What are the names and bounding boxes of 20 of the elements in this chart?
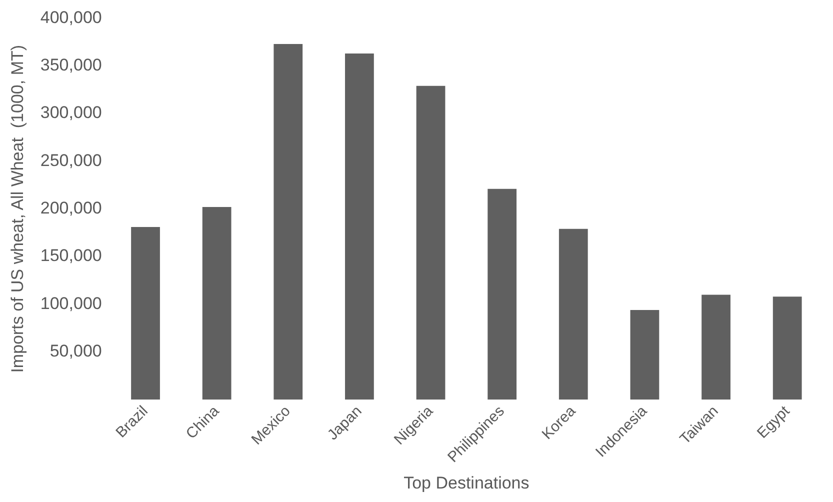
- y-tick-label: 250,000: [40, 150, 102, 170]
- bar: [558, 228, 588, 400]
- bar: [772, 296, 802, 400]
- bar: [131, 227, 160, 400]
- y-tick-label: 300,000: [40, 103, 102, 122]
- y-axis-title: Imports of US wheat, All Wheat (1000, MT): [8, 44, 27, 373]
- bar: [488, 188, 517, 400]
- y-tick-label: 150,000: [40, 246, 102, 266]
- bar: [202, 206, 232, 400]
- x-axis-title: Top Destinations: [404, 473, 530, 492]
- y-tick-label: 400,000: [40, 8, 102, 27]
- y-tick-label: 50,000: [50, 342, 102, 361]
- bar: [345, 53, 374, 400]
- y-tick-label: 350,000: [40, 56, 102, 75]
- bar: [416, 86, 446, 400]
- bar: [630, 310, 660, 400]
- bar: [702, 294, 730, 400]
- y-tick-label: 200,000: [40, 198, 102, 218]
- y-tick-label: 100,000: [40, 294, 102, 313]
- bar: [274, 44, 303, 400]
